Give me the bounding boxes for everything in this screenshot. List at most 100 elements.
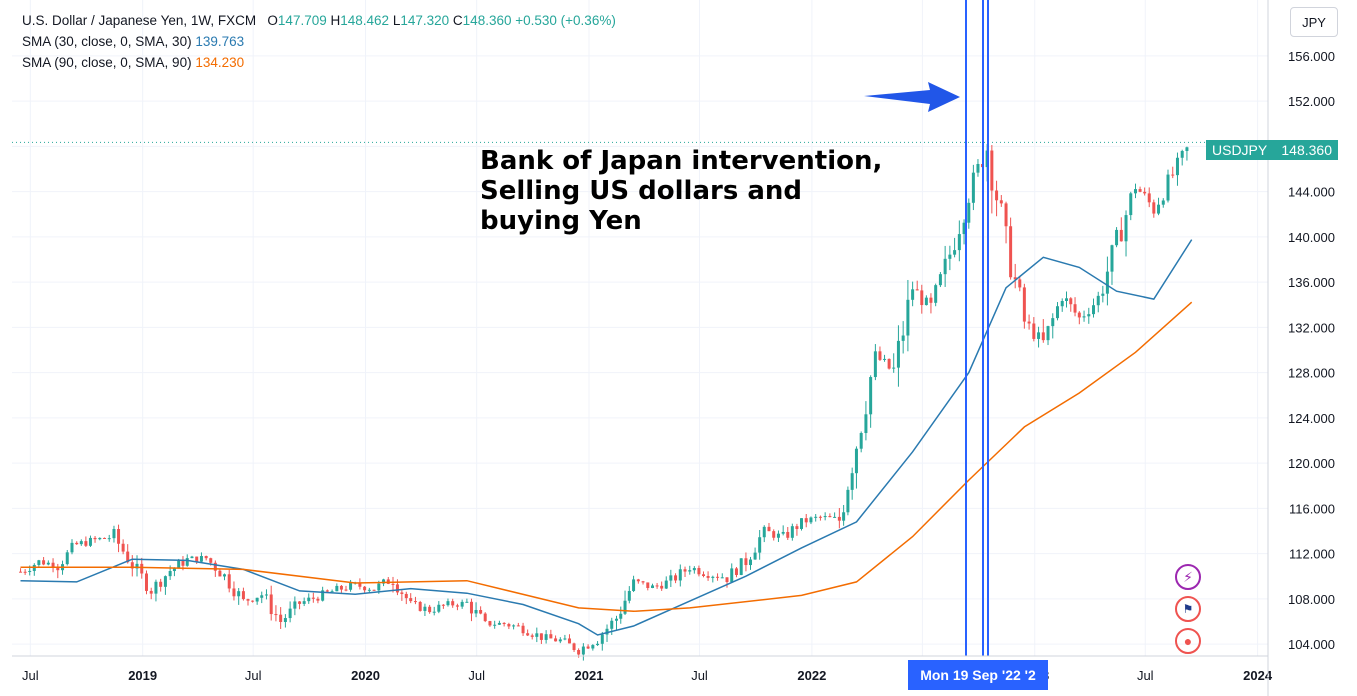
candle-body xyxy=(837,516,841,521)
candle-body xyxy=(734,568,738,575)
candle-body xyxy=(906,299,910,336)
sma30-row[interactable]: SMA (30, close, 0, SMA, 30) 139.763 xyxy=(22,31,616,52)
candle-body xyxy=(967,202,971,223)
candle-body xyxy=(28,570,32,572)
candle-body xyxy=(854,448,858,474)
x-tick-label: Jul xyxy=(691,668,708,683)
y-tick-label: 124.000 xyxy=(1288,411,1335,426)
lightning-icon[interactable]: ⚡ xyxy=(1175,564,1201,590)
candle-body xyxy=(535,633,539,637)
candle-body xyxy=(140,563,144,574)
candle-body xyxy=(56,567,60,571)
candle-body xyxy=(363,586,367,591)
candle-body xyxy=(455,605,459,607)
candle-body xyxy=(692,568,696,571)
candle-body xyxy=(688,570,692,572)
candle-body xyxy=(488,621,492,626)
sma90-row[interactable]: SMA (90, close, 0, SMA, 90) 134.230 xyxy=(22,52,616,73)
candle-body xyxy=(762,526,766,538)
x-tick-label: 2020 xyxy=(351,668,380,683)
candle-body xyxy=(610,620,614,629)
open-value: 147.709 xyxy=(277,13,327,28)
candle-body xyxy=(636,579,640,582)
currency-button[interactable]: JPY xyxy=(1290,7,1338,37)
us-flag-icon[interactable]: ⚑ xyxy=(1175,596,1201,622)
candle-body xyxy=(465,601,469,603)
candle-body xyxy=(1161,200,1165,205)
candle-body xyxy=(218,570,222,577)
candle-body xyxy=(814,516,818,518)
candle-body xyxy=(335,585,339,592)
candle-body xyxy=(474,609,478,614)
candle-body xyxy=(344,589,348,591)
candle-body xyxy=(632,579,636,591)
candle-body xyxy=(846,489,850,513)
candle-body xyxy=(307,597,311,602)
candle-body xyxy=(79,541,83,545)
candle-body xyxy=(251,600,255,602)
candle-body xyxy=(1147,193,1151,203)
candle-body xyxy=(799,518,803,529)
candle-body xyxy=(526,633,530,636)
candle-body xyxy=(1166,174,1170,201)
candle-body xyxy=(1032,323,1036,339)
date-marker-lines xyxy=(965,0,989,656)
candle-body xyxy=(641,581,645,583)
x-tick-label: Jul xyxy=(468,668,485,683)
candle-body xyxy=(135,563,139,569)
candle-body xyxy=(103,537,107,539)
candle-body xyxy=(516,625,520,627)
candle-body xyxy=(432,611,436,613)
candle-body xyxy=(493,624,497,626)
candle-body xyxy=(664,580,668,589)
candle-body xyxy=(878,351,882,360)
candle-body xyxy=(98,537,102,540)
candle-body xyxy=(107,538,111,540)
candle-body xyxy=(255,597,259,602)
candle-body xyxy=(1046,326,1050,341)
candle-body xyxy=(809,517,813,523)
candle-body xyxy=(154,581,158,594)
candle-body xyxy=(1101,293,1105,296)
candle-body xyxy=(581,646,585,655)
candle-body xyxy=(683,569,687,572)
candle-body xyxy=(823,516,827,518)
candle-body xyxy=(199,556,203,562)
candle-body xyxy=(887,358,891,369)
candle-body xyxy=(451,601,455,606)
candle-body xyxy=(749,559,753,566)
candle-body xyxy=(850,473,854,490)
candle-body xyxy=(1119,229,1123,242)
candle-body xyxy=(190,556,194,559)
close-value: 148.360 xyxy=(462,13,512,28)
candle-body xyxy=(1096,295,1100,306)
sma90-value: 134.230 xyxy=(195,55,245,70)
candle-body xyxy=(321,590,325,601)
candle-body xyxy=(507,624,511,627)
record-icon[interactable]: ● xyxy=(1175,628,1201,654)
candle-body xyxy=(804,518,808,523)
candle-body xyxy=(614,618,618,621)
candle-body xyxy=(469,601,473,614)
candle-body xyxy=(1022,287,1026,322)
candle-body xyxy=(586,646,590,649)
candle-body xyxy=(572,643,576,650)
annotation-arrow xyxy=(864,82,960,112)
intervention-annotation: Bank of Japan intervention, Selling US d… xyxy=(480,146,883,236)
y-tick-label: 144.000 xyxy=(1288,185,1335,200)
candle-body xyxy=(929,297,933,303)
y-tick-label: 112.000 xyxy=(1289,547,1335,562)
candle-body xyxy=(88,537,92,546)
chart-axes: 156.000152.000148.000144.000140.000136.0… xyxy=(12,0,1335,696)
candle-body xyxy=(404,593,408,599)
candle-body xyxy=(706,576,710,578)
candle-body xyxy=(172,568,176,572)
candle-body xyxy=(591,645,595,649)
crosshair-date-tag: Mon 19 Sep '22 '2 xyxy=(908,660,1048,690)
candle-body xyxy=(720,577,724,579)
candle-body xyxy=(655,585,659,587)
candle-body xyxy=(605,628,609,635)
candle-body xyxy=(1037,332,1041,339)
candle-body xyxy=(627,590,631,601)
